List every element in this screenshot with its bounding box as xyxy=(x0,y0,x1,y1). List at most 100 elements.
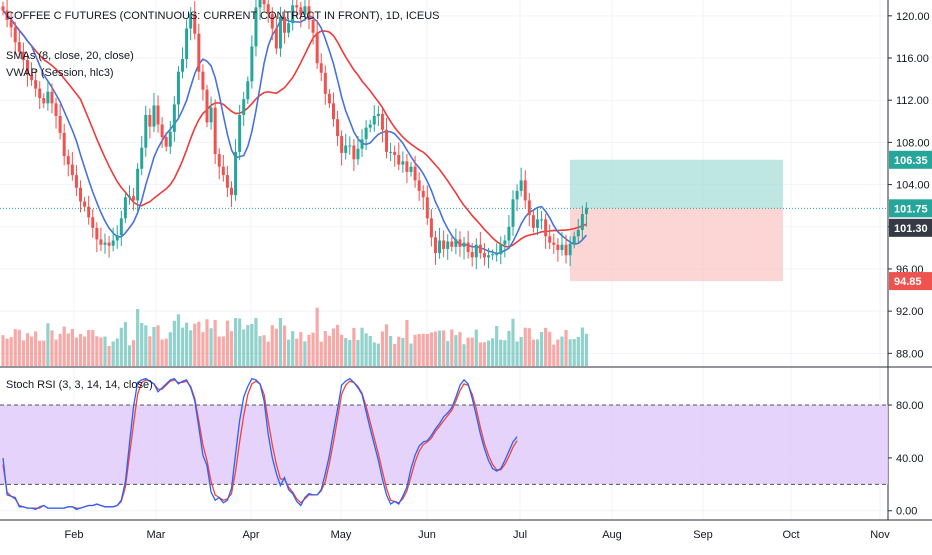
candle-body xyxy=(250,46,254,82)
candle-body xyxy=(201,71,205,90)
candle-body xyxy=(327,93,331,104)
candle-body xyxy=(270,13,274,29)
candle-body xyxy=(50,91,54,104)
volume-bar xyxy=(34,331,38,366)
candle-body xyxy=(168,131,172,147)
candle-body xyxy=(103,242,107,245)
candle-body xyxy=(136,168,140,201)
volume-bar xyxy=(274,328,278,366)
candle-body xyxy=(234,151,238,196)
y-tick-label: 108.00 xyxy=(896,137,930,149)
volume-bar xyxy=(360,327,364,366)
candle-body xyxy=(181,59,185,72)
volume-bar xyxy=(168,332,172,366)
y-tick-label: 116.00 xyxy=(896,53,929,65)
volume-bar xyxy=(238,318,242,366)
candle-body xyxy=(564,244,568,256)
candle-body xyxy=(13,27,17,43)
volume-bar xyxy=(356,340,360,366)
candle-body xyxy=(401,161,405,165)
candle-body xyxy=(336,119,340,137)
candle-body xyxy=(283,16,287,33)
candle-body xyxy=(433,237,437,254)
volume-bar xyxy=(217,336,221,366)
volume-bar xyxy=(172,320,176,366)
candle-body xyxy=(552,242,556,245)
volume-bar xyxy=(486,340,491,366)
candle-body xyxy=(344,145,348,153)
candle-body xyxy=(340,136,344,153)
candle-body xyxy=(295,5,299,8)
candle-body xyxy=(91,217,95,228)
candle-body xyxy=(523,180,527,201)
volume-bar xyxy=(46,323,50,366)
volume-bar xyxy=(119,327,123,366)
volume-bar xyxy=(397,336,401,366)
volume-bar xyxy=(131,340,136,366)
volume-bar xyxy=(74,337,79,366)
volume-bar xyxy=(287,339,291,366)
candle-body xyxy=(83,201,87,207)
candle-body xyxy=(405,161,409,172)
candle-body xyxy=(540,219,544,221)
volume-bar xyxy=(535,339,540,366)
candle-body xyxy=(307,6,311,21)
sma-indicator-label[interactable]: SMAs (8, close, 20, close) xyxy=(6,50,134,62)
candle-body xyxy=(576,229,580,237)
candle-body xyxy=(213,107,217,154)
volume-bar xyxy=(303,341,307,366)
volume-bar xyxy=(209,328,213,366)
candle-body xyxy=(30,74,34,81)
stop-zone xyxy=(570,208,783,282)
rsi-y-tick-label: 80.00 xyxy=(896,400,924,412)
volume-bar xyxy=(189,330,193,366)
current-price-badge: 101.75 xyxy=(894,203,928,215)
volume-bar xyxy=(474,329,478,366)
volume-bar xyxy=(315,307,319,366)
candle-body xyxy=(487,255,491,258)
candle-body xyxy=(132,196,136,201)
candle-body xyxy=(364,127,368,140)
volume-bar xyxy=(58,333,62,366)
candle-body xyxy=(189,13,193,29)
candle-body xyxy=(140,147,144,169)
candle-body xyxy=(258,0,262,8)
volume-bar xyxy=(511,318,515,366)
candle-body xyxy=(482,253,486,258)
volume-bar xyxy=(87,330,91,366)
vwap-indicator-label[interactable]: VWAP (Session, hlc3) xyxy=(6,67,114,79)
candle-body xyxy=(580,214,584,230)
volume-bar xyxy=(213,320,217,366)
volume-bar xyxy=(539,332,544,366)
rsi-y-tick-label: 0.00 xyxy=(896,506,917,518)
candle-body xyxy=(291,5,295,24)
volume-bar xyxy=(1,335,5,366)
x-tick-label: May xyxy=(331,529,352,541)
candle-body xyxy=(156,105,160,125)
candle-body xyxy=(185,28,189,60)
volume-bar xyxy=(205,319,209,366)
candle-body xyxy=(495,254,499,256)
volume-bar xyxy=(344,338,348,366)
candle-body xyxy=(376,113,380,117)
candle-body xyxy=(531,215,535,228)
volume-bar xyxy=(584,333,589,366)
candle-body xyxy=(111,240,115,246)
x-tick-label: Aug xyxy=(602,529,622,541)
candle-body xyxy=(144,114,148,148)
volume-bar xyxy=(482,342,487,366)
volume-bar xyxy=(127,345,132,366)
volume-bar xyxy=(242,329,246,366)
y-tick-label: 112.00 xyxy=(896,95,929,107)
volume-bar xyxy=(421,333,425,366)
main-chart-title[interactable]: COFFEE C FUTURES (CONTINUOUS: CURRENT CO… xyxy=(6,10,440,22)
volume-bar xyxy=(437,330,442,366)
candle-body xyxy=(397,155,401,165)
volume-bar xyxy=(519,337,523,366)
volume-bar xyxy=(429,332,433,366)
volume-bar xyxy=(576,336,580,366)
y-tick-label: 88.00 xyxy=(896,348,924,360)
target-price-badge-bg xyxy=(889,150,932,169)
stoch-rsi-label[interactable]: Stoch RSI (3, 3, 14, 14, close) xyxy=(6,379,153,391)
